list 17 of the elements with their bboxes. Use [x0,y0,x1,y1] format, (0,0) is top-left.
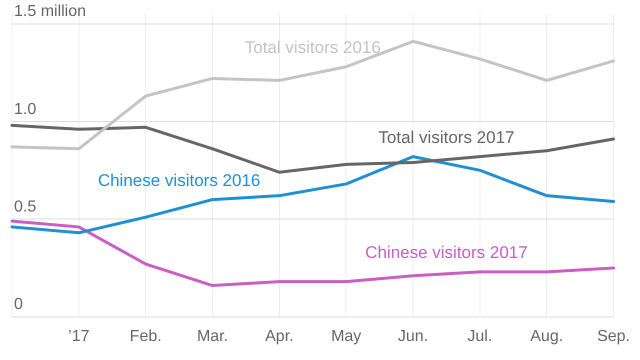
series-label: Total visitors 2017 [378,128,514,147]
x-tick-label: Jun. [398,328,428,345]
x-tick-label: Sep. [597,328,630,345]
y-tick-label: 0.5 [14,198,36,216]
x-tick-label: May [331,328,362,345]
y-tick-label: 1.5 million [14,3,86,20]
series-label: Chinese visitors 2017 [365,243,528,262]
x-tick-label: Apr. [265,328,294,345]
x-tick-label: Aug. [530,328,564,345]
x-tick-label: Feb. [130,328,162,345]
series-label: Chinese visitors 2016 [98,170,260,190]
series-label: Total visitors 2016 [244,38,381,57]
x-tick-label: ’17 [68,328,90,345]
x-tick-label: Mar. [196,328,228,345]
y-tick-label: 0 [14,296,23,314]
y-tick-label: 1.0 [14,100,36,118]
x-tick-label: Jul. [467,328,492,345]
